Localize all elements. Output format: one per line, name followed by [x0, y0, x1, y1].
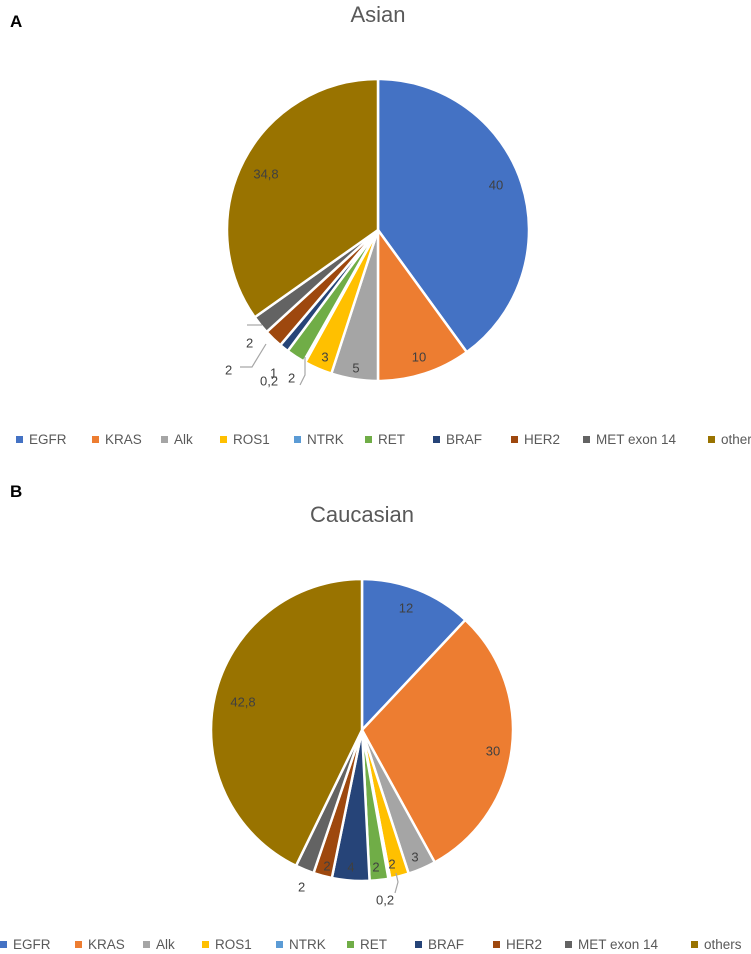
- legend-swatch: [202, 941, 209, 948]
- data-label: 2: [372, 859, 379, 874]
- legend-entry: KRAS: [105, 432, 142, 447]
- legend-entry: HER2: [524, 432, 560, 447]
- data-label: 1: [270, 365, 277, 380]
- chart-title: Caucasian: [310, 502, 414, 527]
- data-label: 42,8: [230, 694, 255, 709]
- legend-swatch: [493, 941, 500, 948]
- legend-entry: Alk: [156, 937, 175, 952]
- leader-line: [394, 872, 399, 894]
- data-label: 34,8: [253, 166, 278, 181]
- data-label: 0,2: [260, 373, 278, 388]
- leader-line: [240, 343, 267, 368]
- legend-entry: ROS1: [233, 432, 270, 447]
- legend-entry: others: [721, 432, 751, 447]
- data-label: 2: [288, 370, 295, 385]
- data-label: 12: [399, 600, 413, 615]
- legend-swatch: [433, 436, 440, 443]
- legend-entry: BRAF: [446, 432, 482, 447]
- legend-entry: Alk: [174, 432, 193, 447]
- data-label: 3: [411, 849, 418, 864]
- legend-entry: others: [704, 937, 742, 952]
- legend-entry: KRAS: [88, 937, 125, 952]
- legend-swatch: [220, 436, 227, 443]
- legend-entry: NTRK: [307, 432, 344, 447]
- data-label: 2: [246, 335, 253, 350]
- legend-swatch: [0, 941, 7, 948]
- legend-swatch: [161, 436, 168, 443]
- legend-entry: NTRK: [289, 937, 326, 952]
- legend-entry: MET exon 14: [578, 937, 659, 952]
- legend-swatch: [294, 436, 301, 443]
- legend-swatch: [365, 436, 372, 443]
- legend-swatch: [415, 941, 422, 948]
- legend-swatch: [583, 436, 590, 443]
- legend-entry: HER2: [506, 937, 542, 952]
- legend-entry: MET exon 14: [596, 432, 677, 447]
- legend-entry: EGFR: [29, 432, 67, 447]
- legend-swatch: [691, 941, 698, 948]
- pie-slice-kras: [360, 618, 515, 864]
- legend-swatch: [347, 941, 354, 948]
- legend-entry: BRAF: [428, 937, 464, 952]
- legend-swatch: [143, 941, 150, 948]
- pie-slice-others: [225, 77, 380, 319]
- data-label: 2: [298, 879, 305, 894]
- data-label: 2: [225, 362, 232, 377]
- pie-slice-egfr: [376, 77, 531, 354]
- legend-entry: ROS1: [215, 937, 252, 952]
- chart-title: Asian: [350, 2, 405, 27]
- pie-slice-kras: [376, 228, 469, 383]
- data-label: 2: [388, 856, 395, 871]
- leader-line: [299, 357, 306, 386]
- pie-slice-others: [209, 577, 364, 868]
- legend-swatch: [708, 436, 715, 443]
- legend-entry: EGFR: [13, 937, 51, 952]
- data-label: 3: [321, 349, 328, 364]
- legend-swatch: [16, 436, 23, 443]
- data-label: 30: [486, 743, 500, 758]
- legend-entry: RET: [378, 432, 405, 447]
- legend-swatch: [511, 436, 518, 443]
- pie-slice-egfr: [360, 577, 467, 732]
- legend-swatch: [276, 941, 283, 948]
- data-label: 5: [352, 360, 359, 375]
- legend-swatch: [92, 436, 99, 443]
- panel-b-letter: B: [10, 482, 23, 501]
- data-label: 4: [347, 859, 354, 874]
- legend-swatch: [75, 941, 82, 948]
- data-label: 0,2: [376, 892, 394, 907]
- data-label: 40: [489, 177, 503, 192]
- data-label: 10: [412, 349, 426, 364]
- legend-entry: RET: [360, 937, 387, 952]
- data-label: 2: [323, 858, 330, 873]
- panel-a-letter: A: [10, 12, 23, 31]
- legend-swatch: [565, 941, 572, 948]
